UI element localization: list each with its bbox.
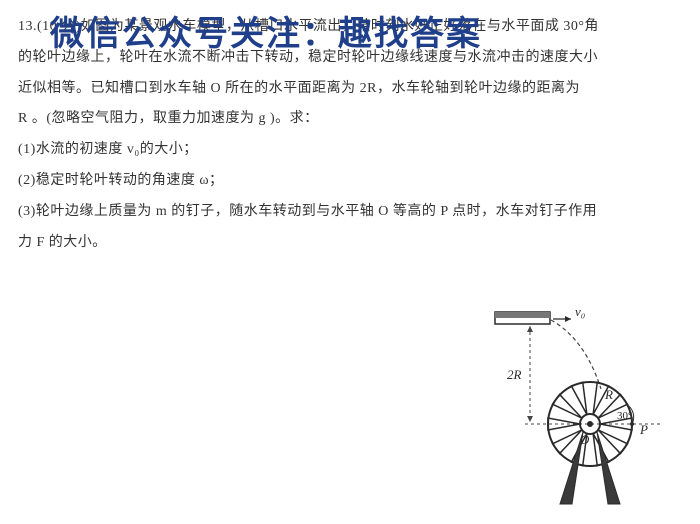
wheel-center-dot	[587, 421, 593, 427]
dim-arrow-top	[527, 326, 533, 332]
trough-fill	[495, 312, 550, 318]
point-label: P	[639, 422, 648, 437]
problem-line-5: (1)水流的初速度 v₀的大小；	[18, 135, 682, 166]
point-p-dot	[630, 422, 634, 426]
angle-label: 30°	[617, 410, 632, 422]
radius-label: R	[604, 387, 613, 402]
watermark-text: 微信公众号关注：趣找答案	[50, 6, 482, 55]
distance-label: 2R	[507, 367, 522, 382]
problem-line-6: (2)稳定时轮叶转动的角速度 ω；	[18, 166, 682, 197]
v0-label: v₀	[575, 304, 585, 319]
problem-line-4: R 。(忽略空气阻力，取重力加速度为 g )。求：	[18, 104, 682, 135]
problem-line-7: (3)轮叶边缘上质量为 m 的钉子，随水车转动到与水平轴 O 等高的 P 点时，…	[18, 197, 682, 228]
problem-line-8: 力 F 的大小。	[18, 228, 682, 259]
waterwheel-diagram: v₀ 2R	[475, 304, 675, 514]
right-leg	[597, 432, 620, 504]
problem-line-3: 近似相等。已知槽口到水车轴 O 所在的水平面距离为 2R，水车轮轴到轮叶边缘的距…	[18, 74, 682, 105]
left-leg	[560, 432, 583, 504]
trajectory-path	[551, 320, 601, 389]
v0-arrow-head	[565, 316, 571, 322]
dim-arrow-bottom	[527, 416, 533, 422]
